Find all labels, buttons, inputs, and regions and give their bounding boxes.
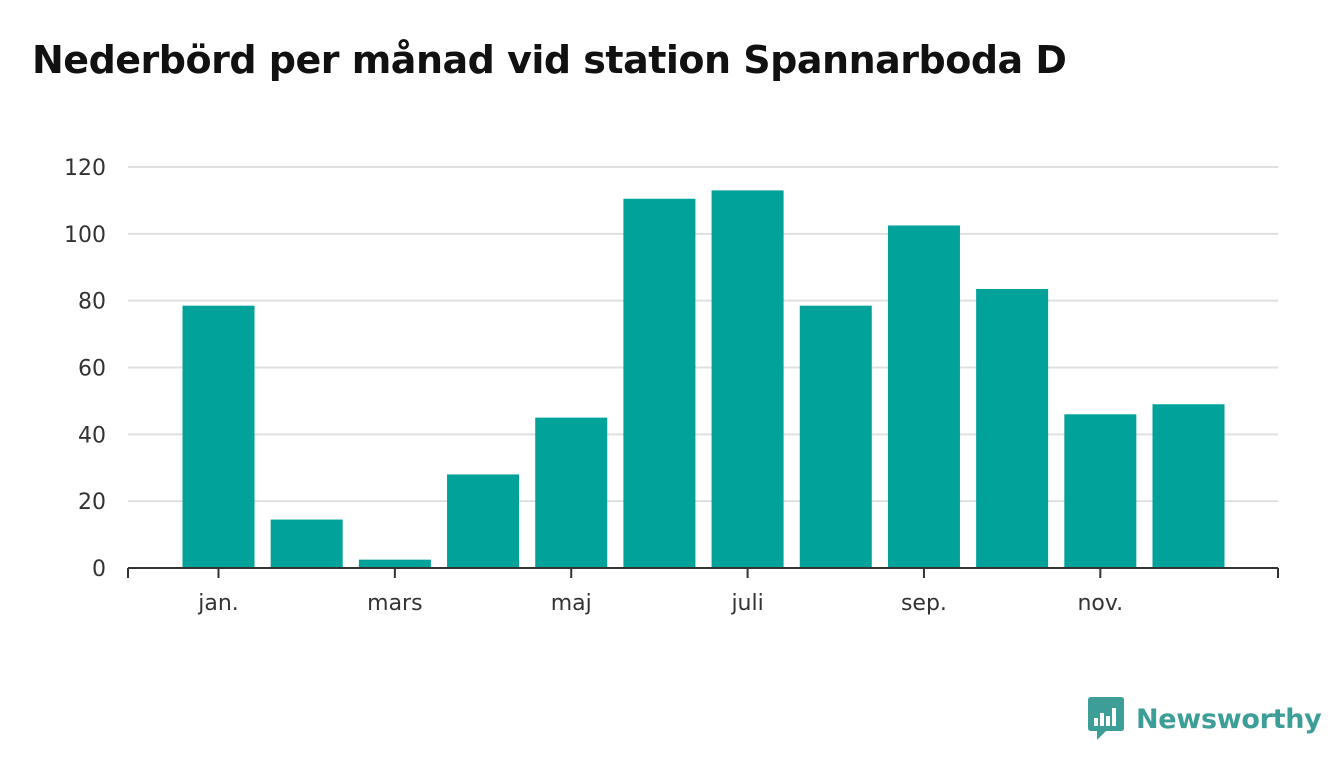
x-axis-tick-labels: jan. mars maj juli sep. nov. xyxy=(197,591,1123,616)
bar-juli xyxy=(711,190,784,568)
bar-april xyxy=(447,474,520,568)
x-tick-label: maj xyxy=(551,591,592,616)
x-tick-label: nov. xyxy=(1077,591,1123,616)
y-axis-tick-labels: 0 20 40 60 80 100 120 xyxy=(64,156,106,582)
x-tick-label: juli xyxy=(730,591,763,616)
y-tick-label: 20 xyxy=(78,490,106,515)
chart-title: Nederbörd per månad vid station Spannarb… xyxy=(32,38,1067,82)
x-tick-label: mars xyxy=(367,591,422,616)
bar-aug xyxy=(799,305,872,568)
bars xyxy=(182,190,1225,568)
bar-jan xyxy=(182,305,255,568)
bar-nov xyxy=(1064,414,1137,568)
bar-feb xyxy=(270,519,343,568)
x-tick-label: sep. xyxy=(901,591,947,616)
y-tick-label: 40 xyxy=(78,423,106,448)
bar-dec xyxy=(1152,404,1225,568)
y-tick-label: 80 xyxy=(78,290,106,315)
y-tick-label: 100 xyxy=(64,223,106,248)
axes xyxy=(127,567,1279,578)
newsworthy-logo: Newsworthy xyxy=(1088,697,1322,741)
bar-mars xyxy=(358,559,431,568)
bar-okt xyxy=(976,288,1049,568)
bar-maj xyxy=(535,417,608,568)
bar-sep xyxy=(887,225,960,568)
gridlines xyxy=(128,166,1278,503)
y-tick-label: 60 xyxy=(78,357,106,382)
x-tick-label: jan. xyxy=(197,591,239,616)
y-tick-label: 120 xyxy=(64,156,106,181)
bar-juni xyxy=(623,198,696,568)
bar-chart-speech-bubble-icon xyxy=(1088,697,1124,740)
y-tick-label: 0 xyxy=(92,557,106,582)
brand-name: Newsworthy xyxy=(1136,703,1322,735)
